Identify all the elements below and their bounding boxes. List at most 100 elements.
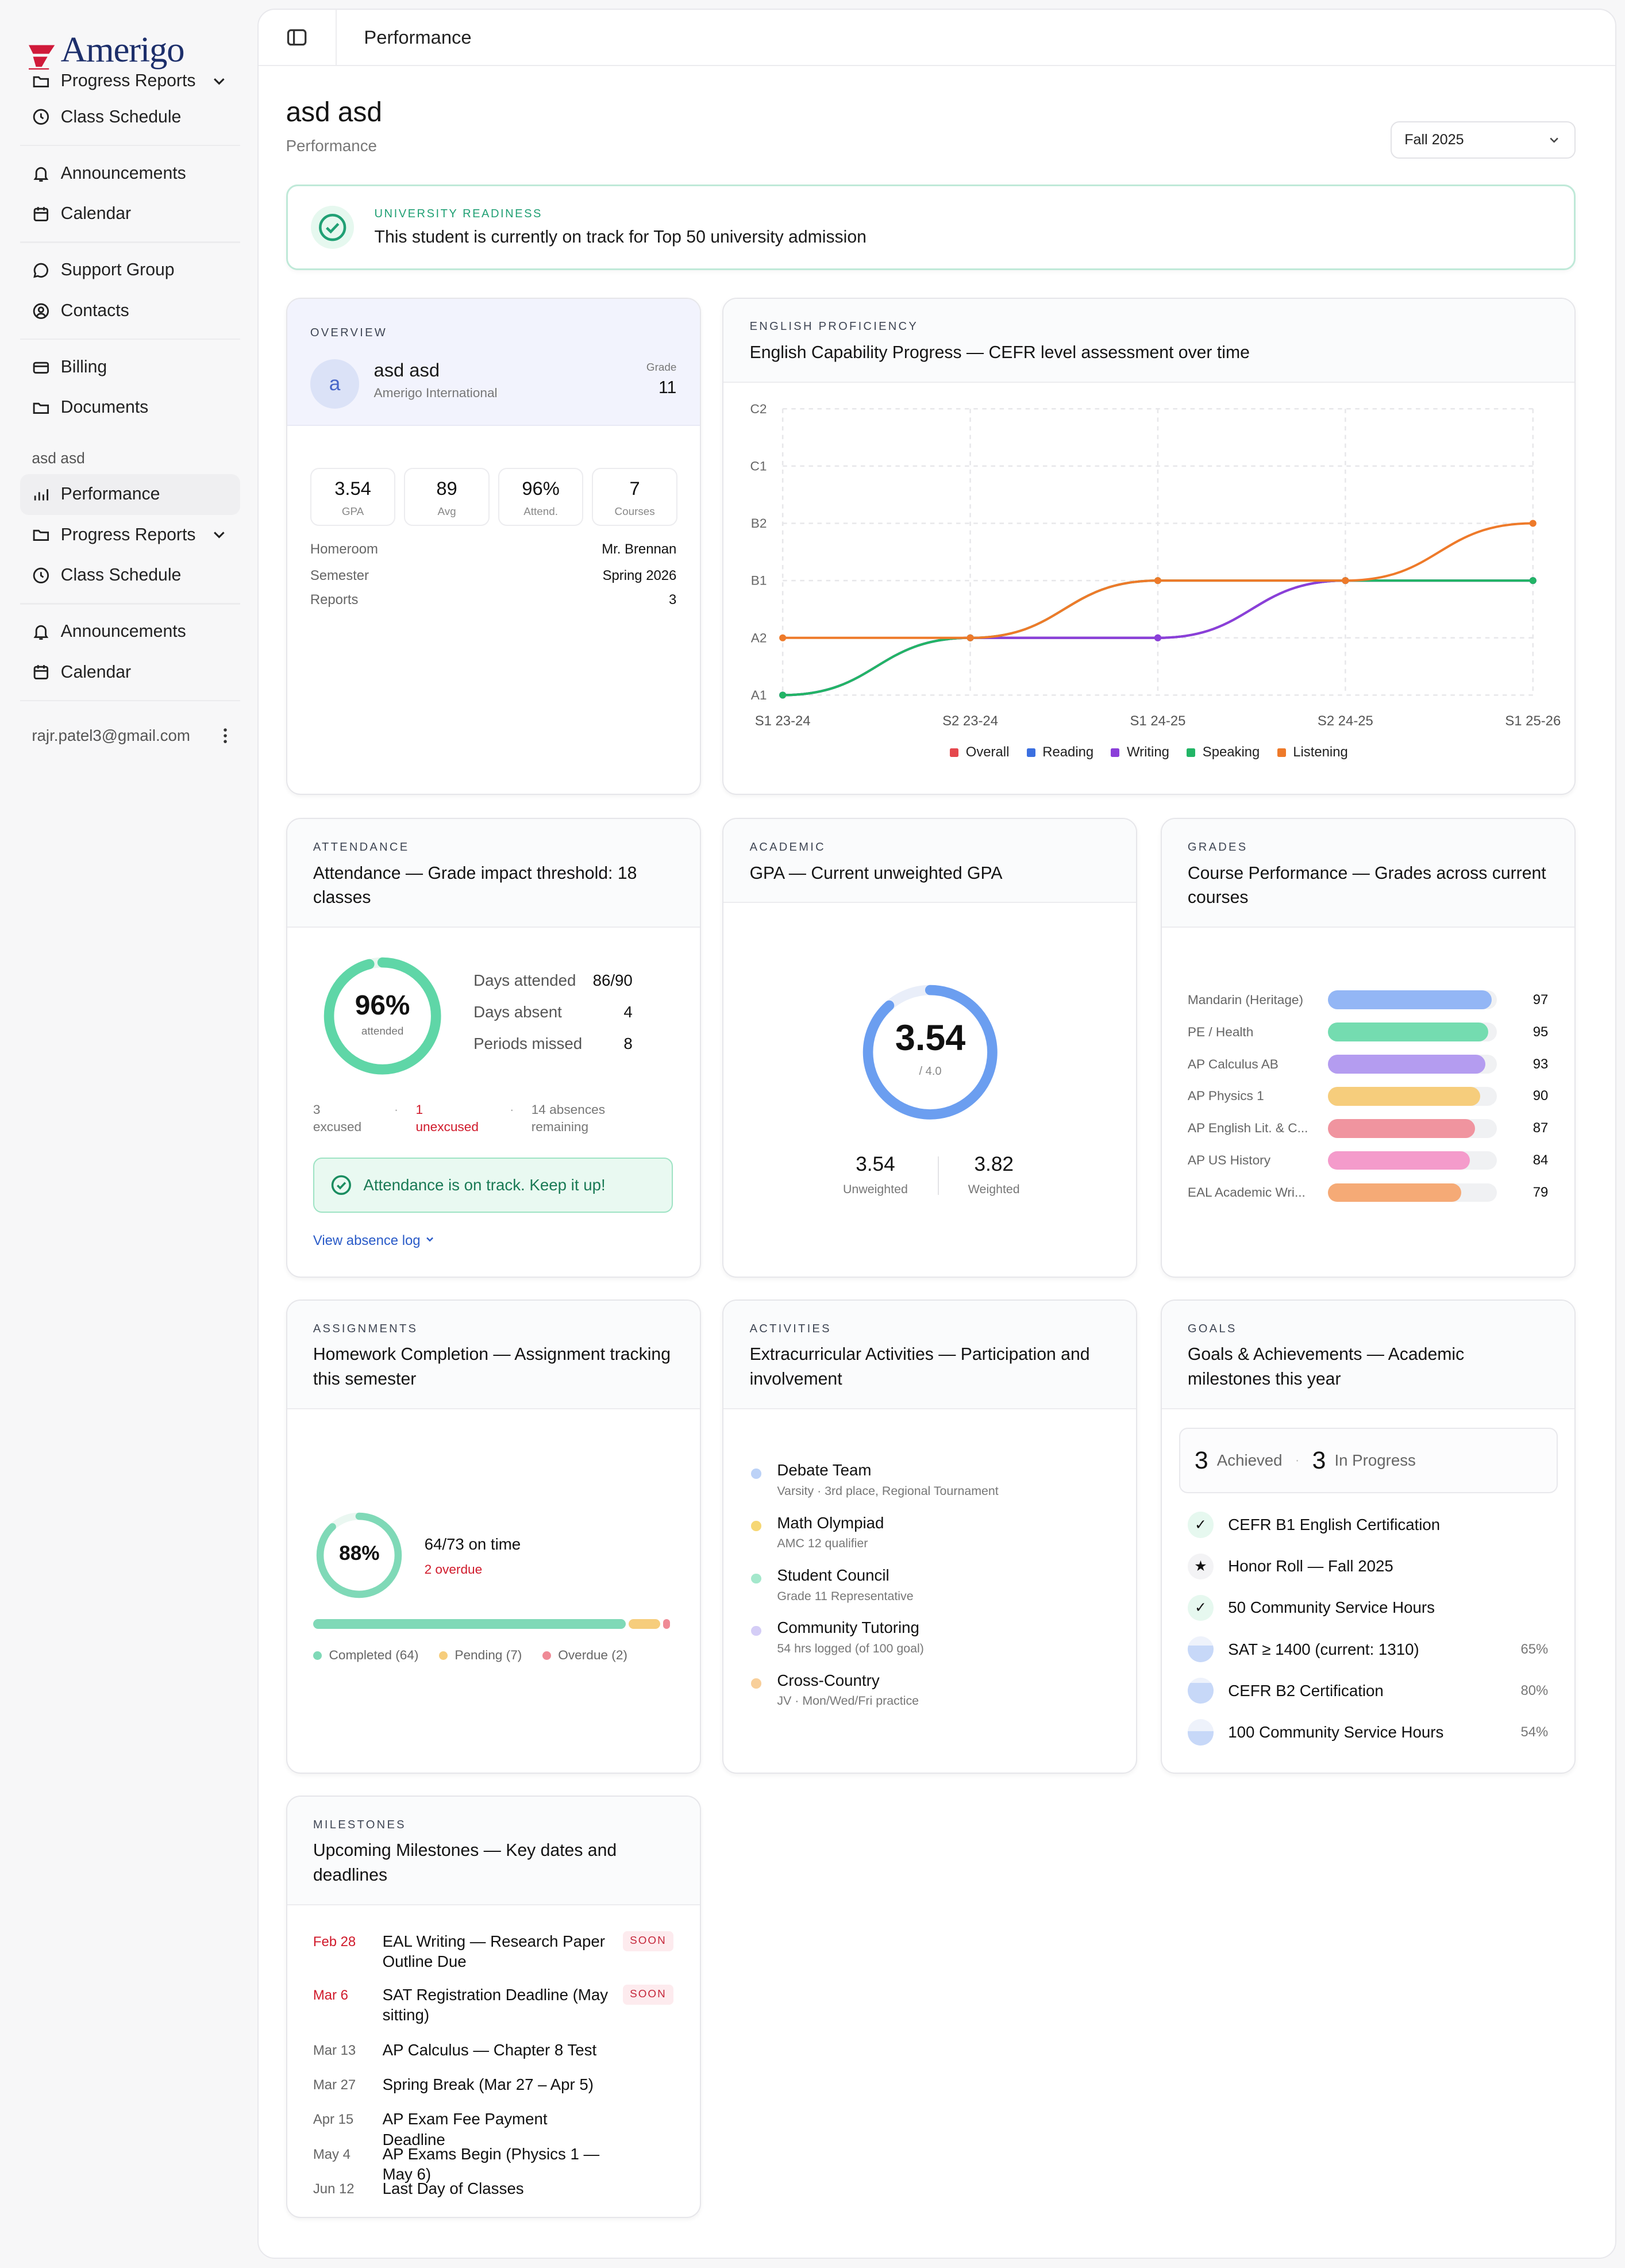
activity-title: Math Olympiad [777, 1513, 884, 1532]
homework-bar-segment [663, 1619, 671, 1629]
nav-contacts[interactable]: Contacts [20, 291, 240, 331]
nav-calendar[interactable]: Calendar [20, 652, 240, 693]
legend-item-speaking[interactable]: Speaking [1187, 744, 1260, 760]
ring-progress [317, 1512, 402, 1598]
milestone-title: Last Day of Classes [382, 2179, 524, 2198]
nav-support-group[interactable]: Support Group [20, 250, 240, 290]
nav-label: Documents [60, 398, 149, 417]
legend-item-overall[interactable]: Overall [950, 744, 1009, 760]
series-listening [779, 520, 1537, 641]
grade-value: 84 [1532, 1152, 1549, 1168]
data-point[interactable] [779, 691, 787, 699]
legend-item-listening[interactable]: Listening [1277, 744, 1348, 760]
ring-progress [863, 985, 998, 1120]
nav-progress-reports[interactable]: Progress Reports [20, 515, 240, 555]
remaining-count: 14 absences remaining [532, 1101, 605, 1136]
card-title: Upcoming Milestones — Key dates and dead… [313, 1841, 617, 1885]
term-select[interactable]: Fall 2025 [1390, 121, 1576, 159]
course-name: AP Calculus AB [1187, 1056, 1279, 1071]
chart-grid [782, 408, 1534, 696]
detail-key: Reports [310, 592, 359, 608]
card-title: English Capability Progress — CEFR level… [749, 343, 1250, 363]
data-point[interactable] [1154, 576, 1162, 584]
nav-main: Class Schedule Announcements Calendar Su… [20, 97, 240, 756]
banner-message: This student is currently on track for T… [374, 228, 867, 247]
nav-announcements[interactable]: Announcements [20, 612, 240, 652]
milestone-date: Mar 6 [313, 1988, 348, 2004]
divider [20, 338, 240, 340]
main-panel: Performance asd asd Performance Fall 202… [257, 9, 1616, 2259]
legend-swatch [950, 748, 959, 757]
overview-stats: 3.54 GPA 89 Avg 96% Attend. 7 Courses [310, 468, 677, 526]
calendar-icon [34, 207, 49, 221]
milestones-card: MILESTONES Upcoming Milestones — Key dat… [286, 1795, 701, 2218]
nav-class-schedule[interactable]: Class Schedule [20, 97, 240, 137]
data-point[interactable] [779, 634, 787, 641]
course-name: PE / Health [1187, 1024, 1254, 1039]
nav-documents[interactable]: Documents [20, 387, 240, 428]
divider [20, 144, 240, 147]
milestone-item: Jun 12 Last Day of Classes [313, 2178, 673, 2198]
att-key: Days absent [473, 1002, 562, 1021]
nav-announcements[interactable]: Announcements [20, 153, 240, 194]
legend-swatch [1026, 748, 1035, 757]
nav-calendar[interactable]: Calendar [20, 194, 240, 234]
check-icon: ✓ [1187, 1512, 1214, 1538]
y-tick-label: A2 [751, 631, 767, 645]
activity-dot [751, 1678, 761, 1689]
data-point[interactable] [966, 634, 974, 641]
nav-label: Calendar [60, 662, 132, 682]
x-tick-label: S1 24-25 [1130, 713, 1186, 729]
nav-performance[interactable]: Performance [20, 474, 240, 515]
homework-meta: 64/73 on time 2 overdue [425, 1535, 521, 1577]
folder-icon [33, 76, 49, 87]
milestone-item: Apr 15 AP Exam Fee Payment Deadline [313, 2109, 673, 2149]
activity-dot [751, 1625, 761, 1636]
nav-label: Progress Reports [60, 525, 196, 544]
data-point[interactable] [1342, 576, 1349, 584]
nav-class-schedule[interactable]: Class Schedule [20, 555, 240, 595]
card-header: GOALS Goals & Achievements — Academic mi… [1161, 1301, 1574, 1409]
goal-item: 100 Community Service Hours 54% [1187, 1718, 1548, 1747]
amerigo-logo[interactable]: Amerigo [29, 29, 185, 71]
nav-billing[interactable]: Billing [20, 347, 240, 387]
more-vertical-icon[interactable] [222, 727, 228, 744]
goal-title: 50 Community Service Hours [1228, 1598, 1435, 1617]
user-menu[interactable]: rajr.patel3@gmail.com [20, 716, 240, 756]
view-absence-log-link[interactable]: View absence log [313, 1233, 436, 1249]
card-eyebrow: OVERVIEW [310, 326, 388, 339]
legend-item-writing[interactable]: Writing [1111, 744, 1169, 760]
milestone-date: Feb 28 [313, 1933, 356, 1950]
grade-bar-track [1327, 1022, 1497, 1041]
legend-item-reading[interactable]: Reading [1026, 744, 1094, 760]
data-point[interactable] [1154, 634, 1162, 641]
milestone-date: May 4 [313, 2146, 351, 2162]
data-point[interactable] [1530, 520, 1537, 527]
milestone-title: SAT Registration Deadline (May sitting) [382, 1986, 609, 2024]
brand-mark-icon [29, 37, 57, 70]
sidebar-toggle-button[interactable] [259, 9, 337, 66]
milestone-date: Mar 27 [313, 2077, 356, 2093]
chevron-down-icon[interactable] [210, 72, 229, 91]
data-point[interactable] [1530, 576, 1537, 584]
chevron-down-icon[interactable] [210, 525, 229, 544]
legend-swatch [1111, 748, 1120, 757]
check-circle-icon [310, 205, 355, 249]
star-icon: ★ [1187, 1553, 1214, 1579]
att-key: Days attended [473, 971, 576, 989]
nav-progress-reports[interactable]: Progress Reports [20, 68, 240, 101]
legend-label: Pending (7) [455, 1647, 522, 1662]
grade-value: 95 [1532, 1024, 1549, 1040]
grade-value: 11 [659, 378, 677, 398]
gpa-unweighted: 3.54 Unweighted [825, 1153, 926, 1196]
milestone-title: AP Exams Begin (Physics 1 — May 6) [382, 2144, 600, 2183]
card-header: GRADES Course Performance — Grades acros… [1161, 819, 1574, 928]
attendance-ring: 96% attended [322, 955, 443, 1082]
grade-value: 79 [1532, 1184, 1549, 1200]
y-tick-label: C1 [750, 459, 767, 473]
milestone-item: Mar 27 Spring Break (Mar 27 – Apr 5) [313, 2074, 673, 2094]
grade-row: AP US History 84 [1188, 1149, 1548, 1172]
activity-detail: JV · Mon/Wed/Fri practice [777, 1694, 919, 1708]
detail-semester: Semester Spring 2026 [310, 568, 677, 584]
legend-label: Reading [1042, 744, 1094, 760]
